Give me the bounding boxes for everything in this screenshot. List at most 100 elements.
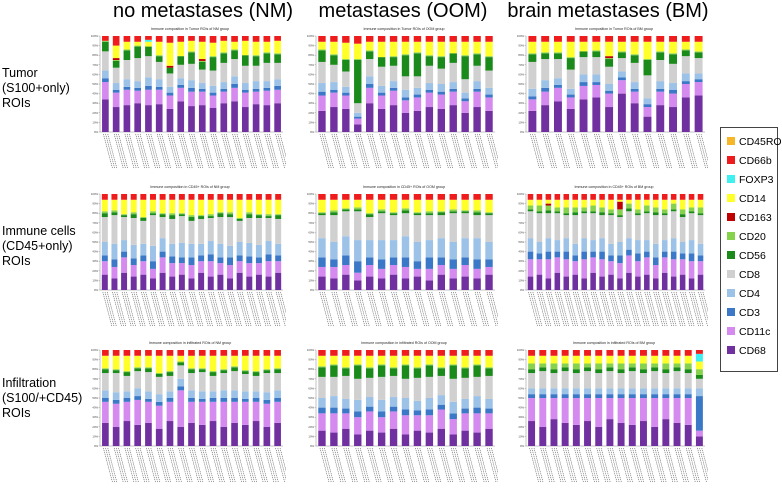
x-tick-label	[542, 447, 553, 483]
bar-segment	[413, 52, 422, 54]
bar-segment	[102, 70, 109, 79]
bar-segment	[159, 238, 166, 252]
x-tick-label	[491, 447, 498, 474]
bar-segment	[528, 53, 537, 55]
bar-segment	[188, 368, 195, 370]
bar-segment	[527, 211, 534, 239]
x-tick-label	[162, 291, 173, 327]
bar-segment	[330, 55, 338, 65]
bar-segment	[572, 373, 580, 389]
bar-segment	[566, 41, 575, 58]
y-tick-label: 70%	[308, 377, 314, 381]
bar-segment	[169, 218, 176, 244]
bar-segment	[318, 199, 326, 213]
bar-segment	[342, 375, 350, 399]
bar-segment	[155, 55, 163, 57]
bar-segment	[401, 112, 410, 132]
x-tick-label	[369, 291, 380, 327]
bar-segment	[640, 388, 647, 395]
bar-segment	[342, 199, 350, 209]
bar-segment	[246, 263, 253, 277]
bar-segment	[178, 274, 185, 290]
bar-segment	[579, 57, 588, 75]
bar-segment	[354, 199, 362, 208]
bar-segment	[255, 194, 262, 200]
x-tick-label	[562, 447, 573, 483]
bar-segment	[209, 355, 217, 372]
bar-segment	[330, 376, 338, 397]
x-tick-label	[583, 133, 594, 169]
bar-segment	[485, 194, 493, 200]
x-tick-label	[371, 447, 382, 483]
bar-segment	[608, 261, 614, 275]
bar-segment	[265, 218, 272, 242]
bar-segment	[695, 353, 703, 362]
x-tick-label	[393, 447, 404, 483]
bar-segment	[539, 394, 547, 398]
bar-segment	[606, 394, 614, 398]
bar-segment	[342, 209, 350, 212]
bar-segment	[274, 89, 281, 104]
x-tick-label	[367, 133, 377, 169]
bar-segment	[274, 36, 281, 41]
bar-segment	[527, 209, 534, 212]
x-tick-label	[113, 133, 124, 169]
bar-segment	[178, 214, 185, 217]
legend-swatch	[727, 346, 735, 355]
bar-segment	[572, 394, 580, 398]
bar-segment	[536, 253, 543, 260]
x-tick-label	[670, 133, 681, 169]
bar-segment	[145, 398, 152, 402]
bar-segment	[220, 350, 228, 356]
x-tick-label	[148, 447, 158, 483]
bar-segment	[401, 355, 410, 365]
x-tick-label	[585, 133, 596, 169]
x-tick-label	[208, 291, 219, 327]
bar-segment	[679, 274, 686, 290]
bar-segment	[130, 276, 137, 290]
bar-segment	[236, 242, 243, 256]
bar-segment	[188, 52, 195, 64]
x-tick-label	[359, 447, 370, 483]
bar-segment	[389, 36, 398, 42]
bar-segment	[366, 368, 374, 378]
bar-segment	[550, 369, 558, 374]
chart-svg: Immune composition in infiltrated ROIs o…	[91, 341, 286, 483]
bar-segment	[169, 256, 176, 264]
bar-segment	[188, 401, 195, 423]
x-tick-label	[139, 447, 150, 483]
x-tick-label	[534, 133, 545, 169]
bar-segment	[231, 398, 238, 402]
x-tick-label	[172, 447, 182, 483]
bar-segment	[274, 368, 281, 370]
bar-segment	[651, 363, 659, 368]
bar-segment	[178, 199, 185, 214]
x-tick-label	[648, 291, 659, 327]
bar-segment	[177, 378, 185, 387]
bar-segment	[377, 194, 386, 200]
bar-segment	[695, 374, 703, 379]
bar-segment	[681, 36, 690, 42]
bar-segment	[670, 238, 677, 252]
x-tick-label	[654, 447, 665, 483]
x-tick-label	[474, 447, 485, 483]
x-tick-label	[431, 133, 442, 169]
bar-segment	[669, 54, 677, 64]
bar-segment	[342, 398, 350, 409]
bar-segment	[606, 371, 614, 389]
x-tick-label	[488, 291, 498, 327]
bar-segment	[366, 350, 374, 356]
x-tick-label	[223, 133, 234, 169]
bar-segment	[354, 60, 362, 104]
bar-segment	[449, 213, 457, 242]
bar-segment	[528, 398, 536, 422]
x-tick-label	[598, 133, 608, 169]
bar-segment	[437, 215, 445, 239]
bar-segment	[425, 194, 434, 200]
bar-segment	[670, 203, 677, 210]
bar-segment	[630, 41, 639, 55]
bar-segment	[670, 211, 677, 239]
bar-segment	[166, 65, 174, 68]
bar-segment	[401, 266, 410, 279]
bar-segment	[485, 408, 493, 414]
